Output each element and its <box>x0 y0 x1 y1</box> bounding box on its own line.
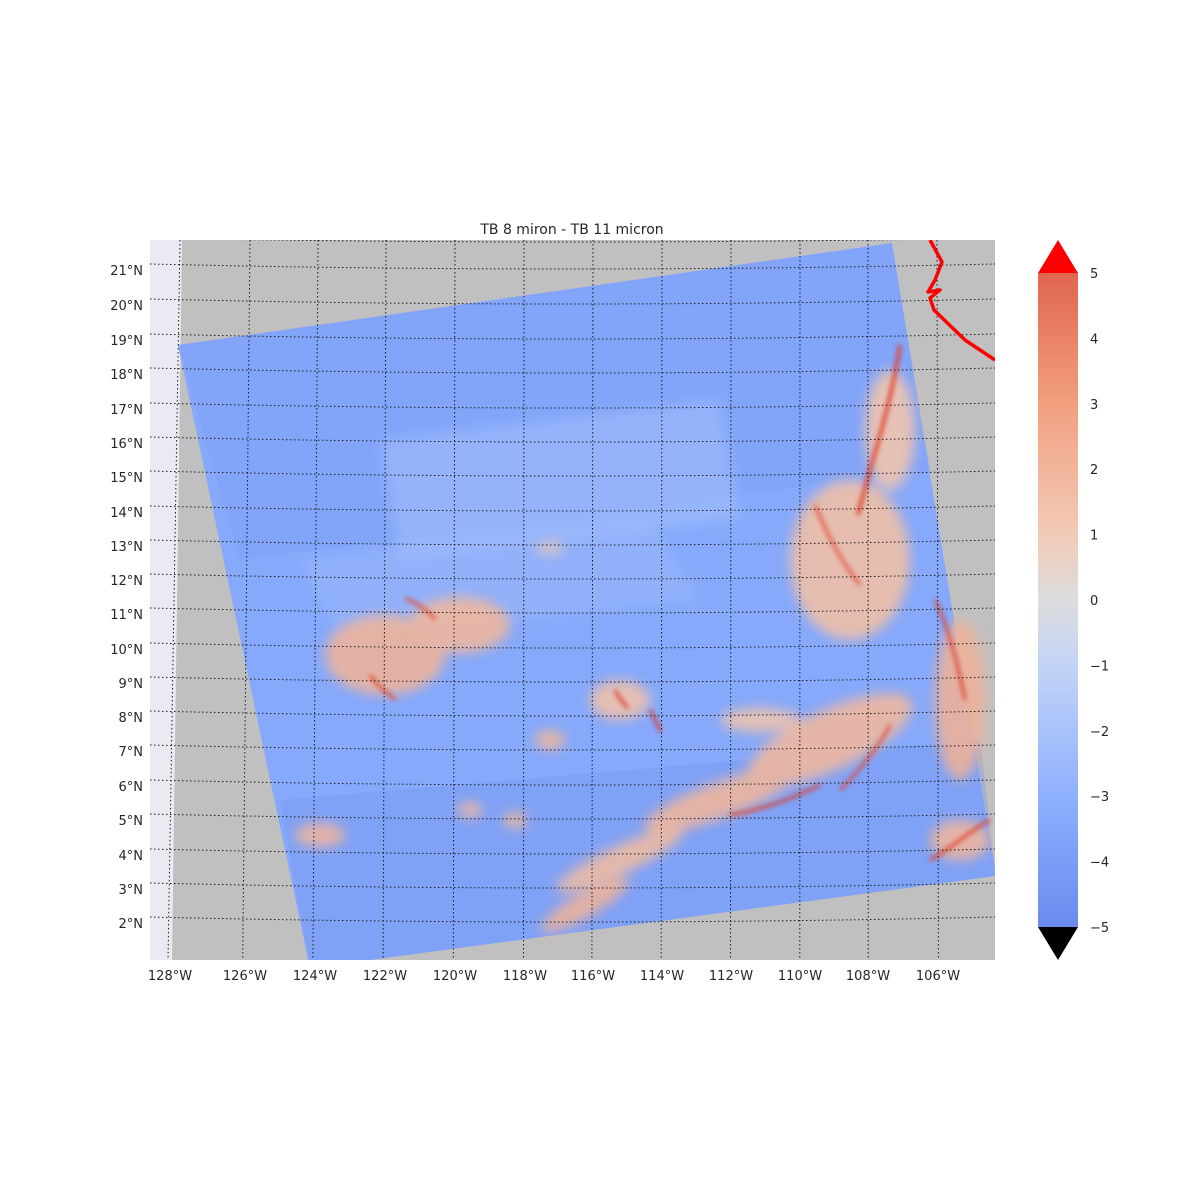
graticule <box>150 240 995 960</box>
lon-label: 118°W <box>503 969 547 984</box>
colorbar-gradient <box>1038 273 1078 927</box>
lat-label: 14°N <box>110 506 143 521</box>
lat-label: 17°N <box>110 403 143 418</box>
longitude-labels: 128°W 126°W 124°W 122°W 120°W 118°W 116°W 114°W… <box>148 969 960 984</box>
colorbar-under-arrow <box>1038 927 1078 960</box>
lat-label: 11°N <box>110 608 143 623</box>
lon-label: 120°W <box>433 969 477 984</box>
lon-label: 114°W <box>640 969 684 984</box>
lat-label: 21°N <box>110 264 143 279</box>
lat-label: 16°N <box>110 437 143 452</box>
lat-label: 9°N <box>119 677 144 692</box>
colorbar-tick-label: 0 <box>1090 594 1098 609</box>
lat-label: 7°N <box>119 745 144 760</box>
colorbar-tick-label: −2 <box>1090 725 1109 740</box>
map-title: TB 8 miron - TB 11 micron <box>479 222 663 238</box>
lon-label: 124°W <box>293 969 337 984</box>
colorbar-tick-label: −5 <box>1090 921 1109 936</box>
colorbar-tick-label: 1 <box>1090 529 1098 544</box>
lon-label: 106°W <box>916 969 960 984</box>
lat-label: 6°N <box>119 780 144 795</box>
lat-label: 2°N <box>119 917 144 932</box>
lat-label: 5°N <box>119 814 144 829</box>
lon-label: 116°W <box>571 969 615 984</box>
map-area <box>150 240 995 960</box>
lon-label: 108°W <box>846 969 890 984</box>
lat-label: 15°N <box>110 471 143 486</box>
lat-label: 18°N <box>110 368 143 383</box>
lat-label: 10°N <box>110 643 143 658</box>
no-data-strip <box>150 240 182 960</box>
lat-label: 19°N <box>110 334 143 349</box>
latitude-labels: 21°N 20°N 19°N 18°N 17°N 16°N 15°N 14°N 13°N 12°N… <box>110 264 143 932</box>
lon-label: 112°W <box>709 969 753 984</box>
lon-label: 122°W <box>363 969 407 984</box>
lon-label: 126°W <box>223 969 267 984</box>
colorbar-tick-label: −1 <box>1090 659 1109 674</box>
colorbar-tick-label: 5 <box>1090 267 1098 282</box>
coastline <box>926 240 995 362</box>
warm-anomaly-regions <box>295 344 991 933</box>
colorbar: 5 4 3 2 1 0 −1 −2 −3 −4 −5 <box>1038 240 1109 960</box>
colorbar-over-arrow <box>1038 240 1078 273</box>
lat-label: 12°N <box>110 574 143 589</box>
lat-label: 13°N <box>110 540 143 555</box>
lat-label: 8°N <box>119 711 144 726</box>
colorbar-tick-label: −3 <box>1090 790 1109 805</box>
colorbar-tick-label: 3 <box>1090 398 1098 413</box>
colorbar-tick-label: 2 <box>1090 463 1098 478</box>
lat-label: 3°N <box>119 883 144 898</box>
colorbar-tick-label: −4 <box>1090 856 1109 871</box>
lon-label: 110°W <box>778 969 822 984</box>
lon-label: 128°W <box>148 969 192 984</box>
lat-label: 20°N <box>110 299 143 314</box>
lat-label: 4°N <box>119 849 144 864</box>
colorbar-tick-labels: 5 4 3 2 1 0 −1 −2 −3 −4 −5 <box>1090 267 1109 936</box>
colorbar-tick-label: 4 <box>1090 332 1098 347</box>
